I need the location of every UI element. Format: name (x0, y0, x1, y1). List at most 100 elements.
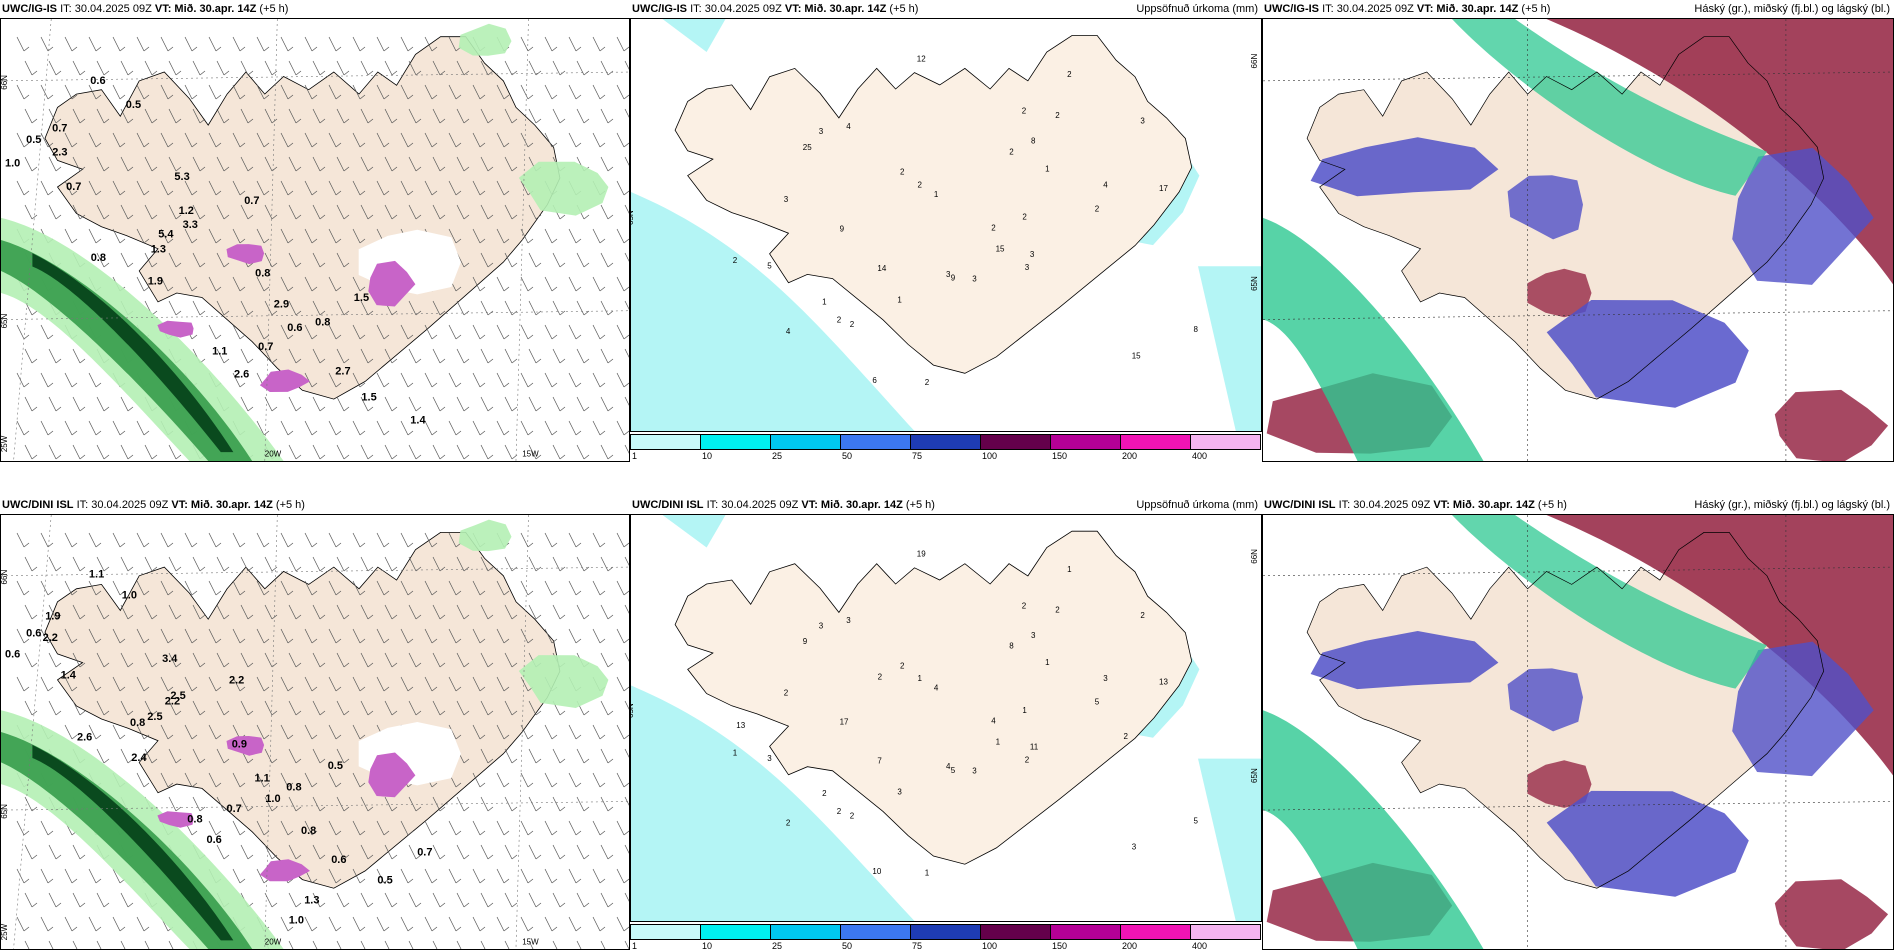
axis-tick-label: 20W (265, 938, 282, 947)
precip-amount-label: 15 (996, 245, 1005, 254)
precip-amount-label: 3 (819, 621, 824, 630)
precip-amount-label: 17 (840, 717, 849, 726)
lead-time: (+5 h) (275, 499, 305, 511)
map-canvas: 4111122231321022255353349319713171182234… (631, 515, 1261, 921)
precip-value-label: 2.2 (165, 696, 180, 708)
precip-value-label: 0.6 (5, 648, 20, 660)
model-name: UWC/DINI ISL (2, 499, 74, 511)
panel-row2-mid: UWC/DINI ISL IT: 30.04.2025 09Z VT: Mið.… (630, 496, 1262, 951)
colorbar-tick-label: 50 (842, 451, 853, 461)
init-time: IT: 30.04.2025 09Z (1338, 499, 1431, 511)
precip-value-label: 1.9 (45, 611, 60, 623)
valid-time: VT: Mið. 30.apr. 14Z (171, 499, 273, 511)
precip-amount-label: 3 (1140, 117, 1145, 126)
precip-value-label: 3.3 (183, 219, 198, 231)
colorbar: 1 10 25 50 75 100 150 200 400 (630, 434, 1262, 461)
colorbar-swatch (1050, 924, 1121, 940)
colorbar-tick-label: 150 (1052, 941, 1068, 951)
precip-amount-label: 1 (1045, 164, 1050, 173)
colorbar-tick-label: 75 (912, 451, 923, 461)
precip-value-label: 0.6 (90, 75, 105, 87)
init-time: IT: 30.04.2025 09Z (706, 499, 799, 511)
precip-amount-label: 4 (1103, 181, 1108, 190)
panel-header: UWC/DINI ISL IT: 30.04.2025 09Z VT: Mið.… (1262, 496, 1894, 514)
precip-amount-label: 2 (1124, 732, 1129, 741)
panel-header: UWC/DINI ISL IT: 30.04.2025 09Z VT: Mið.… (630, 496, 1262, 514)
precip-value-label: 0.5 (126, 99, 141, 111)
axis-tick-label: 66N (1250, 549, 1259, 564)
panel-title: Háský (gr.), miðský (fj.bl.) og lágský (… (1694, 499, 1890, 511)
precip-amount-label: 3 (1031, 631, 1036, 640)
precip-value-label: 2.3 (52, 147, 67, 159)
coastline (1306, 36, 1825, 400)
colorbar-swatch (840, 434, 911, 450)
cloud-cover-map (1262, 514, 1894, 950)
init-time: IT: 30.04.2025 09Z (1322, 3, 1414, 15)
precip-amount-label: 4 (946, 762, 951, 771)
precip-amount-label: 9 (951, 274, 956, 283)
precip-value-label: 0.8 (255, 268, 270, 280)
precip-value-label: 0.6 (207, 834, 222, 846)
colorbar-tick-label: 1 (632, 941, 638, 951)
panel-row2-right: UWC/DINI ISL IT: 30.04.2025 09Z VT: Mið.… (1262, 496, 1894, 950)
panel-header: UWC/DINI ISL IT: 30.04.2025 09Z VT: Mið.… (0, 496, 630, 514)
precip-amount-label: 2 (850, 320, 855, 329)
precip-amount-label: 15 (1132, 351, 1141, 360)
precip-value-label: 0.7 (66, 181, 81, 193)
rain-band (1, 23, 609, 461)
precip-value-label: 0.6 (331, 854, 346, 866)
precip-value-label: 1.5 (361, 392, 376, 404)
precip-amount-label: 1 (934, 190, 939, 199)
init-time: IT: 30.04.2025 09Z (690, 3, 782, 15)
precip-value-label: 2.2 (43, 632, 58, 644)
colorbar-swatch (770, 434, 841, 450)
precip-amount-label: 2 (837, 315, 842, 324)
precip-amount-label: 2 (1025, 756, 1030, 765)
precip-value-label: 2.6 (234, 369, 249, 381)
precip-value-label: 2.9 (274, 299, 289, 311)
precip-type-map: 66N 65N 25W 20W 15W 0.6 1.1 0.6 1.0 1.4 1.9 2.5 2.2 2… (0, 514, 630, 950)
panel-title: Uppsöfnuð úrkoma (mm) (1136, 3, 1258, 15)
precip-amount-label: 2 (784, 689, 789, 698)
panel-row1-left: UWC/IG-IS IT: 30.04.2025 09Z VT: Mið. 30… (0, 0, 630, 462)
precip-amount-label: 4 (846, 122, 851, 131)
precip-amount-label: 2 (1022, 107, 1027, 116)
precip-value-label: 0.7 (244, 195, 259, 207)
precip-amount-label: 6 (872, 376, 877, 385)
colorbar-tick-label: 25 (772, 451, 783, 461)
colorbar-tick-label: 50 (842, 941, 853, 951)
graticule (1263, 515, 1893, 949)
precip-amount-label: 2 (918, 180, 923, 189)
precip-amount-label: 5 (1194, 817, 1199, 826)
colorbar-swatch (630, 434, 701, 450)
precip-amount-label: 1 (1022, 706, 1027, 715)
colorbar-swatch (980, 434, 1051, 450)
panel-header: UWC/IG-IS IT: 30.04.2025 09Z VT: Mið. 30… (0, 0, 630, 18)
precip-amount-label: 14 (877, 264, 886, 273)
colorbar-tick-label: 200 (1122, 941, 1138, 951)
axis-tick-label: 15W (522, 938, 539, 947)
precip-amount-label: 17 (1159, 184, 1168, 193)
precip-value-label: 0.7 (417, 847, 432, 859)
precip-amount-label: 3 (946, 270, 951, 279)
precip-amount-label: 3 (767, 754, 772, 763)
precip-value-label: 0.5 (26, 134, 41, 146)
rain-band (1, 519, 609, 949)
precip-amount-label: 1 (996, 737, 1001, 746)
snow-areas (157, 722, 461, 882)
precip-amount-label: 12 (917, 54, 926, 63)
precip-amount-label: 8 (1009, 642, 1014, 651)
axis-tick-label: 66N (1250, 54, 1259, 69)
valid-time: VT: Mið. 30.apr. 14Z (784, 3, 887, 15)
precip-value-label: 1.0 (289, 915, 304, 927)
precip-amount-label: 3 (1103, 674, 1108, 683)
precip-amount-label: 9 (803, 637, 808, 646)
graticule (1263, 19, 1893, 461)
mid-cloud (1263, 19, 1767, 461)
precip-value-label: 2.2 (229, 674, 244, 686)
init-time: IT: 30.04.2025 09Z (76, 499, 169, 511)
panel-row2-left: UWC/DINI ISL IT: 30.04.2025 09Z VT: Mið.… (0, 496, 630, 950)
precip-amount-label: 1 (918, 674, 923, 683)
precip-value-label: 2.4 (131, 752, 147, 764)
lead-time: (+5 h) (905, 499, 935, 511)
